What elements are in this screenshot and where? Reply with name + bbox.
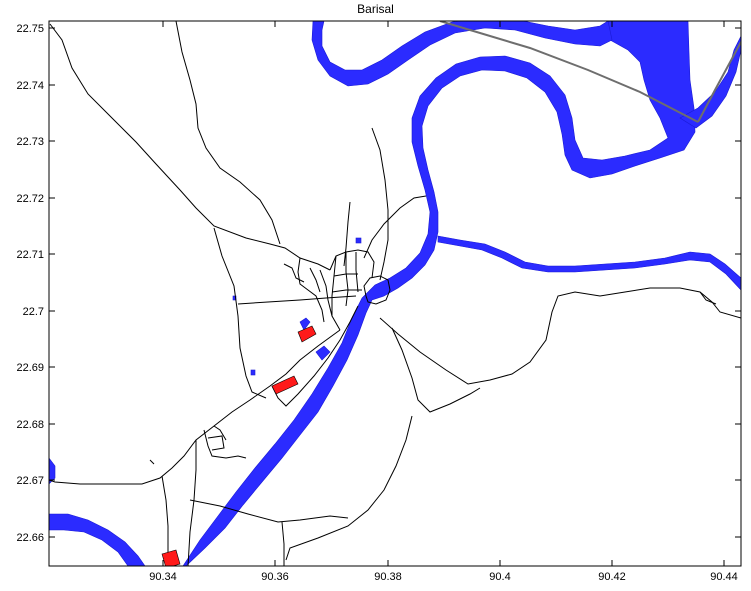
y-tick-label: 22.68 bbox=[16, 419, 44, 431]
road bbox=[379, 287, 741, 385]
x-tick: 90.38 bbox=[374, 21, 402, 583]
x-tick-label: 90.38 bbox=[374, 571, 402, 583]
railway-layer bbox=[439, 21, 741, 123]
road bbox=[49, 23, 331, 271]
road bbox=[333, 273, 358, 277]
y-tick-label: 22.69 bbox=[16, 362, 44, 374]
x-tick-label: 90.34 bbox=[149, 571, 177, 583]
road bbox=[203, 429, 247, 459]
x-tick: 90.34 bbox=[149, 21, 177, 583]
pond bbox=[315, 345, 331, 361]
y-tick: 22.73 bbox=[16, 136, 741, 148]
railway-line bbox=[439, 21, 699, 123]
plot-frame bbox=[48, 20, 742, 567]
road bbox=[363, 195, 427, 259]
y-tick-label: 22.7 bbox=[23, 306, 44, 318]
y-tick: 22.72 bbox=[16, 193, 741, 205]
building bbox=[297, 325, 317, 343]
road bbox=[213, 227, 267, 399]
x-tick: 90.4 bbox=[489, 21, 511, 583]
road bbox=[363, 275, 391, 305]
y-tick: 22.66 bbox=[16, 532, 741, 544]
map-title: Barisal bbox=[357, 2, 394, 16]
y-tick: 22.67 bbox=[16, 475, 741, 487]
x-tick: 90.42 bbox=[598, 21, 626, 583]
road bbox=[391, 327, 481, 413]
road bbox=[271, 305, 359, 407]
y-tick-label: 22.74 bbox=[16, 80, 44, 92]
x-tick-label: 90.44 bbox=[710, 571, 738, 583]
building bbox=[161, 549, 181, 566]
y-tick: 22.68 bbox=[16, 419, 741, 431]
x-tick: 90.44 bbox=[710, 21, 738, 583]
pond bbox=[355, 237, 362, 244]
road bbox=[331, 255, 337, 316]
road bbox=[175, 21, 281, 245]
upper-channel bbox=[311, 21, 613, 87]
main-river bbox=[182, 21, 696, 566]
road bbox=[237, 295, 357, 305]
y-axis: 22.75 22.74 22.73 22.72 22.71 22.7 22.69 bbox=[16, 23, 741, 544]
road bbox=[309, 267, 321, 293]
road bbox=[699, 291, 717, 305]
road bbox=[345, 252, 349, 307]
building bbox=[271, 375, 299, 395]
road bbox=[149, 459, 155, 465]
y-tick: 22.69 bbox=[16, 362, 741, 374]
y-tick: 22.7 bbox=[23, 306, 741, 318]
pond bbox=[250, 369, 256, 376]
road-layer bbox=[49, 21, 741, 566]
road bbox=[331, 289, 362, 293]
pond bbox=[299, 317, 311, 331]
water-layer bbox=[49, 21, 741, 566]
y-tick: 22.71 bbox=[16, 249, 741, 261]
y-tick-label: 22.72 bbox=[16, 193, 44, 205]
y-tick-label: 22.71 bbox=[16, 249, 44, 261]
x-tick-label: 90.42 bbox=[598, 571, 626, 583]
y-tick-label: 22.75 bbox=[16, 23, 44, 35]
road bbox=[319, 269, 341, 331]
y-tick: 22.75 bbox=[16, 23, 741, 35]
building-layer bbox=[161, 325, 317, 566]
x-tick-label: 90.36 bbox=[261, 571, 289, 583]
road bbox=[213, 425, 227, 441]
railway-line bbox=[697, 41, 741, 123]
road bbox=[371, 127, 389, 281]
y-tick-label: 22.67 bbox=[16, 475, 44, 487]
east-channel bbox=[437, 235, 741, 291]
road bbox=[189, 499, 349, 523]
plot-area bbox=[49, 21, 741, 566]
road bbox=[281, 521, 285, 566]
road bbox=[187, 440, 197, 566]
y-tick-label: 22.73 bbox=[16, 136, 44, 148]
road bbox=[283, 263, 305, 283]
y-tick: 22.74 bbox=[16, 80, 741, 92]
road bbox=[285, 415, 413, 561]
x-axis: 90.34 90.36 90.38 90.4 90.42 90.44 bbox=[149, 21, 738, 583]
west-edge-water bbox=[49, 457, 56, 485]
southwest-river bbox=[49, 513, 146, 566]
x-tick: 90.36 bbox=[261, 21, 289, 583]
y-tick-label: 22.66 bbox=[16, 532, 44, 544]
road bbox=[207, 435, 225, 451]
road bbox=[297, 257, 325, 323]
road bbox=[343, 201, 351, 267]
x-tick-label: 90.4 bbox=[489, 571, 510, 583]
road bbox=[355, 252, 359, 293]
